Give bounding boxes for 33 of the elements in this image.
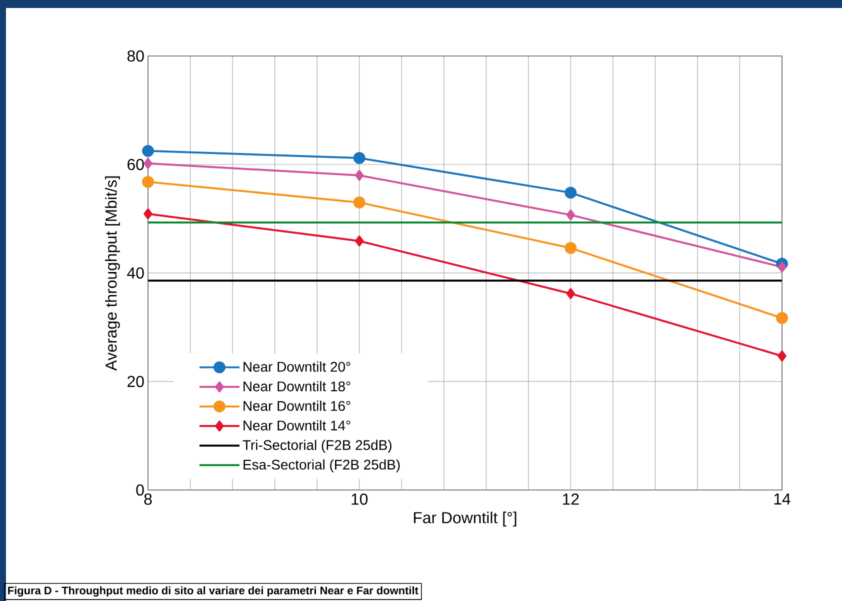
point <box>142 176 154 188</box>
y-tick-label: 80 <box>127 50 144 62</box>
point <box>776 312 788 324</box>
point <box>564 186 577 199</box>
x-tick-label: 10 <box>352 494 368 505</box>
legend-label: Near Downtilt 14° <box>244 420 350 430</box>
point <box>566 209 576 220</box>
legend-label: Near Downtilt 18° <box>244 381 350 392</box>
point <box>564 242 577 254</box>
text: Figura D - Throughput medio di sito al variare dei parametri Near e Far downtilt <box>8 586 418 597</box>
point <box>353 196 366 208</box>
point <box>778 262 786 272</box>
point <box>778 350 786 362</box>
point <box>144 208 152 220</box>
legend-label: Near Downtilt 20° <box>244 362 350 372</box>
y-tick-label: 60 <box>128 158 144 170</box>
y-tick-label: 20 <box>128 376 144 388</box>
legend-label: Esa-Sectorial (F2B 25dB) <box>244 459 400 472</box>
x-tick-label: 8 <box>144 494 152 505</box>
y-tick-label: 0 <box>136 484 144 496</box>
y-tick-label: 40 <box>127 267 144 279</box>
point <box>354 236 364 246</box>
legend-label: Tri-Sectorial (F2B 25dB) <box>242 440 392 453</box>
point <box>566 288 576 300</box>
point <box>144 158 152 169</box>
x-tick-label: 12 <box>563 494 579 505</box>
x-axis-title: Far Downtilt [°] <box>414 512 516 526</box>
point <box>142 144 154 157</box>
x-tick-label: 14 <box>774 494 790 504</box>
legend-label: Near Downtilt 16° <box>244 400 350 411</box>
point <box>353 152 366 164</box>
point <box>354 170 364 181</box>
y-axis-title: Average throughput [Mbit/s] <box>105 176 120 371</box>
